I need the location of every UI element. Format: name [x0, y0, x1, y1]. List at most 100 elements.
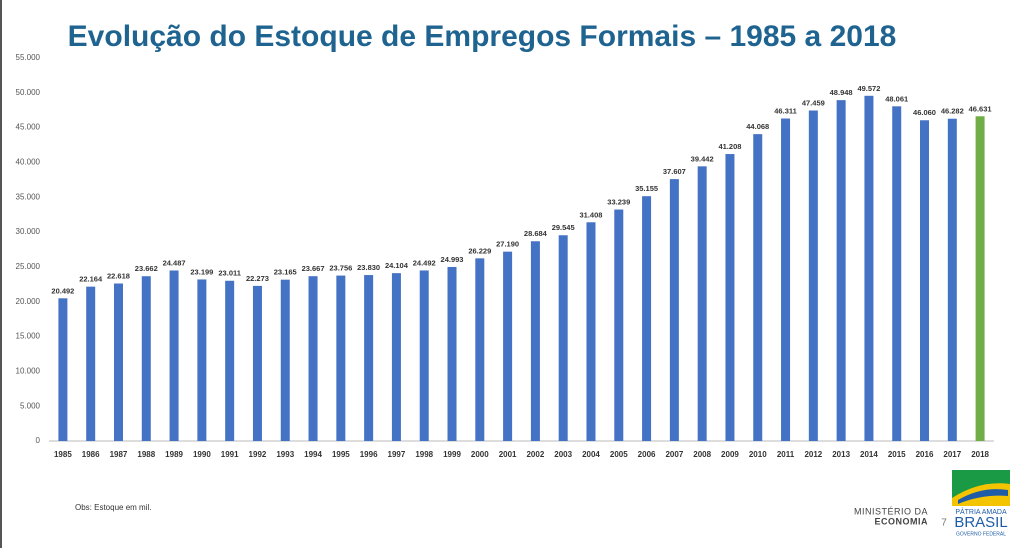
y-tick-label: 40.000 [16, 158, 41, 167]
x-tick-label: 2013 [832, 450, 850, 459]
x-tick-label: 2017 [943, 450, 961, 459]
value-label: 29.545 [552, 223, 575, 232]
x-tick-label: 1997 [388, 450, 406, 459]
y-tick-label: 10.000 [16, 366, 41, 375]
x-tick-label: 2002 [526, 450, 544, 459]
bar [836, 100, 846, 442]
y-tick-label: 55.000 [16, 53, 41, 62]
y-tick-label: 50.000 [16, 88, 41, 97]
x-tick-label: 2007 [665, 450, 683, 459]
x-tick-label: 1989 [165, 450, 183, 459]
value-label: 44.068 [746, 122, 769, 131]
value-label: 35.155 [635, 184, 658, 193]
value-label: 46.311 [774, 106, 797, 115]
value-label: 20.492 [51, 286, 74, 295]
x-tick-label: 2004 [582, 450, 600, 459]
bar [642, 196, 652, 441]
bar [197, 279, 207, 441]
bar [86, 286, 96, 441]
value-label: 39.442 [691, 154, 714, 163]
note: Obs: Estoque em mil. [75, 503, 151, 512]
value-label: 24.104 [385, 261, 409, 270]
bar [503, 251, 513, 441]
country: BRASIL [954, 514, 1007, 531]
value-label: 46.060 [913, 108, 936, 117]
value-label: 23.199 [190, 267, 213, 276]
value-label: 47.459 [802, 98, 825, 107]
left-edge [0, 0, 2, 548]
y-tick-label: 5.000 [20, 401, 41, 410]
bar [364, 275, 374, 441]
value-label: 41.208 [718, 142, 741, 151]
x-tick-label: 2010 [749, 450, 767, 459]
x-tick-label: 1995 [332, 450, 350, 459]
y-tick-label: 35.000 [16, 192, 41, 201]
chart-title: Evolução do Estoque de Empregos Formais … [68, 20, 897, 53]
x-tick-label: 2001 [499, 450, 517, 459]
x-tick-label: 1987 [110, 450, 128, 459]
government: GOVERNO FEDERAL [956, 531, 1006, 537]
x-tick-label: 1992 [249, 450, 267, 459]
page-number: 7 [941, 518, 947, 529]
value-label: 28.684 [524, 229, 548, 238]
x-tick-label: 2012 [804, 450, 822, 459]
x-tick-label: 1996 [360, 450, 378, 459]
bar [753, 134, 763, 442]
bar [58, 298, 68, 441]
bar [475, 258, 485, 441]
y-tick-label: 30.000 [16, 227, 41, 236]
x-tick-label: 2005 [610, 450, 628, 459]
value-label: 48.948 [830, 88, 853, 97]
value-label: 26.229 [468, 246, 491, 255]
value-label: 23.756 [329, 264, 352, 273]
x-tick-label: 2015 [888, 450, 906, 459]
value-label: 22.618 [107, 271, 130, 280]
value-label: 33.239 [607, 198, 630, 207]
x-tick-label: 2003 [554, 450, 572, 459]
value-label: 46.631 [969, 104, 992, 113]
bar [280, 279, 290, 441]
x-tick-label: 2018 [971, 450, 989, 459]
y-tick-label: 20.000 [16, 297, 41, 306]
x-tick-label: 2000 [471, 450, 489, 459]
bar [113, 283, 123, 441]
bar [947, 118, 957, 441]
x-tick-label: 1994 [304, 450, 322, 459]
value-label: 48.061 [885, 94, 908, 103]
x-tick-label: 2016 [916, 450, 934, 459]
value-label: 24.993 [441, 255, 464, 264]
value-label: 37.607 [663, 167, 686, 176]
x-tick-label: 2014 [860, 450, 878, 459]
bar [920, 120, 930, 441]
y-tick-label: 15.000 [16, 332, 41, 341]
bar [558, 235, 568, 441]
x-tick-label: 1988 [137, 450, 155, 459]
value-label: 24.487 [163, 258, 186, 267]
bar [530, 241, 540, 441]
ministry: MINISTÉRIO DA [854, 506, 928, 516]
y-tick-label: 25.000 [16, 262, 41, 271]
value-label: 27.190 [496, 240, 519, 249]
ministry: ECONOMIA [875, 516, 929, 526]
bar [391, 273, 401, 441]
motto: PÁTRIA AMADA [955, 507, 1007, 516]
x-tick-label: 1985 [54, 450, 72, 459]
value-label: 31.408 [580, 210, 603, 219]
bar [725, 154, 735, 441]
bar [419, 270, 429, 441]
bar [141, 276, 151, 441]
bar [781, 118, 791, 442]
value-label: 23.011 [218, 269, 241, 278]
x-tick-label: 1990 [193, 450, 211, 459]
bar [614, 209, 624, 441]
bar [336, 275, 346, 441]
bar [586, 222, 596, 441]
value-label: 22.273 [246, 274, 269, 283]
logo [952, 470, 1010, 506]
x-tick-label: 1993 [276, 450, 294, 459]
bar [447, 266, 457, 441]
x-tick-label: 2006 [638, 450, 656, 459]
x-tick-label: 1999 [443, 450, 461, 459]
bar [975, 116, 985, 441]
